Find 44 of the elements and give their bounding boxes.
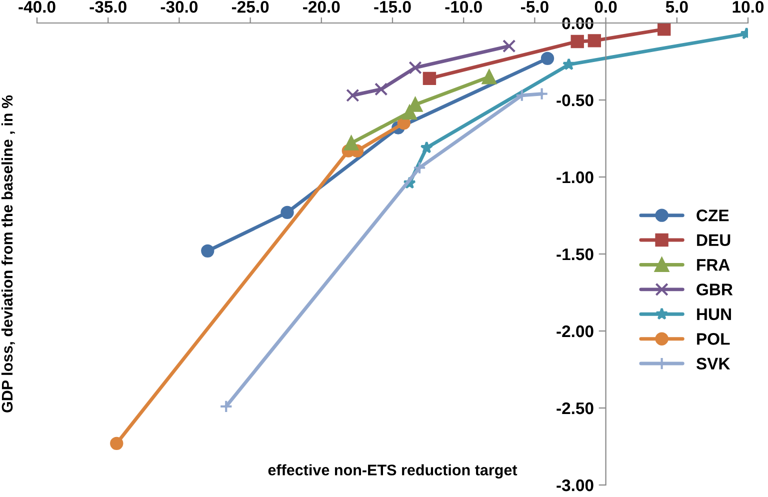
legend-label: HUN xyxy=(697,308,731,320)
point xyxy=(422,72,436,86)
y-tick-label: -1.00 xyxy=(556,171,594,184)
point xyxy=(110,436,124,450)
x-axis-title: effective non-ETS reduction target xyxy=(268,464,518,479)
x-tick-label: -35.0 xyxy=(90,0,126,13)
x-tick-label: -30.0 xyxy=(160,0,198,13)
point xyxy=(420,141,433,154)
y-tick-label: -2.00 xyxy=(556,325,594,338)
y-tick-label: -2.50 xyxy=(556,402,594,414)
point xyxy=(346,88,360,102)
y-tick-label: -0.50 xyxy=(556,94,594,106)
point xyxy=(658,23,671,36)
point xyxy=(408,61,422,74)
point xyxy=(280,206,294,220)
x-tick-label: -15.0 xyxy=(374,0,411,13)
point xyxy=(562,58,576,70)
x-tick-label: -25.0 xyxy=(232,0,269,13)
legend-label: SVK xyxy=(696,358,730,370)
y-tick-label: -1.50 xyxy=(556,248,594,260)
legend-label: FRA xyxy=(697,259,730,271)
point xyxy=(482,70,496,84)
point xyxy=(502,40,516,53)
x-tick-label: 5.0 xyxy=(666,0,688,13)
point xyxy=(344,136,359,150)
point xyxy=(374,82,388,96)
point xyxy=(570,34,584,48)
point xyxy=(412,161,426,174)
point xyxy=(588,34,602,48)
x-tick-label: -10.0 xyxy=(445,0,482,13)
point xyxy=(220,400,233,414)
y-tick-label: -3.00 xyxy=(556,479,594,492)
legend-label: CZE xyxy=(696,210,729,222)
x-tick-label: 0.0 xyxy=(594,0,617,13)
legend-label: DEU xyxy=(697,234,730,246)
point xyxy=(540,52,554,66)
x-tick-label: -5.0 xyxy=(520,0,548,13)
point xyxy=(201,244,214,258)
x-tick-label: -20.0 xyxy=(303,0,340,13)
legend-label: POL xyxy=(697,333,730,345)
x-tick-label: 10.0 xyxy=(732,0,764,13)
legend-label: GBR xyxy=(696,284,733,296)
x-tick-label: -40.0 xyxy=(18,0,56,13)
y-axis-title: GDP loss, deviation from the baseline , in % xyxy=(1,95,15,412)
